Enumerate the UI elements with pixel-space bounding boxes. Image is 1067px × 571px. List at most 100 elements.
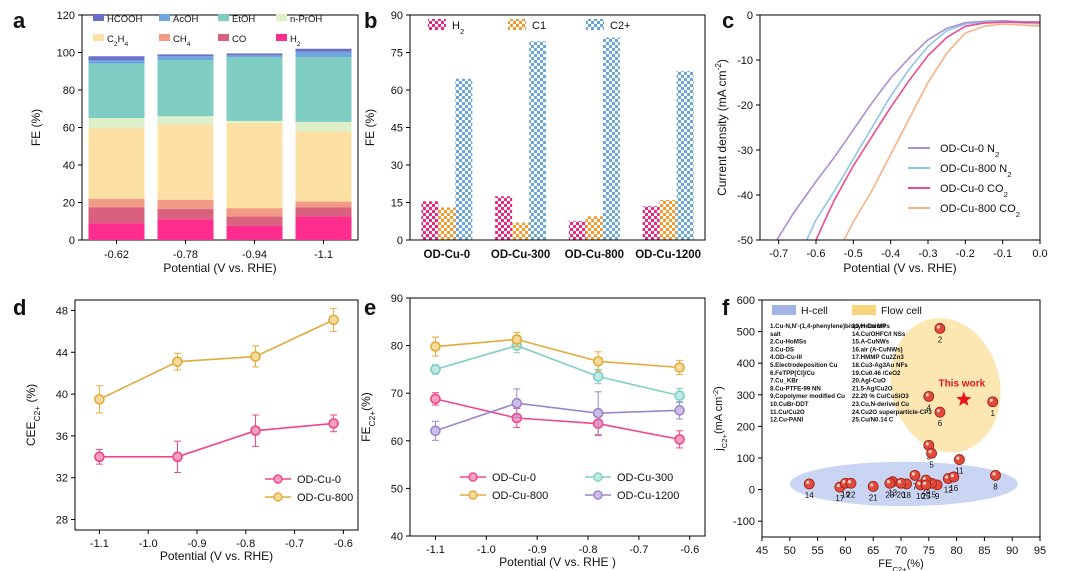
panel-f-point-highlight <box>956 456 960 460</box>
panel-e-legend-marker <box>468 472 478 482</box>
panel-a-bar-HCOOH <box>88 56 145 60</box>
panel-b-xtick-label: OD-Cu-1200 <box>635 249 701 261</box>
panel-f-point-highlight <box>917 481 921 485</box>
panel-c-legend-label: OD-Cu-0 N2 <box>940 143 999 159</box>
panel-f-reference: 17.HMMP Cu2Zn3 <box>852 354 904 361</box>
panel-f-point-highlight <box>936 325 941 329</box>
panel-f-xtick-label: 85 <box>978 545 990 557</box>
panel-f-ytick-label: 400 <box>737 358 755 370</box>
panel-c-ytick-label: 0 <box>747 10 753 22</box>
panel-f-legend-label: H-cell <box>801 305 828 317</box>
panel-e-frame <box>409 297 706 537</box>
panel-d-legend-label: OD-Cu-800 <box>297 492 353 504</box>
panel-f-reference: 16.air (A-CuNWs) <box>852 346 903 353</box>
panel-f-point-label: 15 <box>927 490 936 499</box>
panel-e-marker <box>674 362 685 373</box>
panel-f-xtick-label: 60 <box>839 545 851 557</box>
panel-f-point-label: 5 <box>929 460 934 469</box>
panel-a-ytick-label: 60 <box>63 123 75 135</box>
panel-b-bar-C2+ <box>455 78 473 240</box>
panel-d-xlabel: Potential (V vs. RHE) <box>160 549 273 563</box>
panel-a-bar-HCOOH <box>226 53 283 56</box>
panel-f-reference: 20.AgI-CuO <box>852 378 886 385</box>
panel-d-ytick-label: 48 <box>56 305 68 317</box>
panel-f-reference: 5.Electrodeposition Cu <box>770 362 838 369</box>
panel-d-marker <box>328 418 339 429</box>
panel-f-legend-swatch <box>852 305 876 315</box>
panel-c-legend-label: OD-Cu-0 CO2 <box>940 183 1008 199</box>
panel-b-ytick-label: 75 <box>391 48 403 60</box>
panel-f-point <box>926 447 937 459</box>
panel-f-legend-label: Flow cell <box>881 305 922 317</box>
panel-e-marker <box>592 356 604 367</box>
panel-d-frame <box>74 299 359 531</box>
panel-a-bar-H2 <box>157 219 214 240</box>
panel-e-legend-marker <box>468 490 478 500</box>
panel-f-point-label: 6 <box>938 419 943 428</box>
panel-e-marker <box>430 393 441 405</box>
panel-f-point-highlight <box>992 472 996 476</box>
panel-b-bar-H2 <box>495 196 513 240</box>
panel-a-legend-swatch <box>276 34 287 41</box>
panel-e-marker <box>430 425 441 437</box>
panel-f-point-label: 2 <box>938 335 943 344</box>
panel-a-bar-C2H4 <box>226 122 283 209</box>
panel-f-reference: 1.Cu-N,N'-(1,4-phenylene)bispyridinium <box>770 323 886 330</box>
panel-f-reference: 24.Cu2O superparticle-CP3 <box>852 409 932 416</box>
panel-f-reference: 9.Copolymer modified Cu <box>770 393 845 400</box>
panel-c-xtick-label: -0.6 <box>807 248 826 260</box>
panel-e-legend-label: OD-Cu-800 <box>492 490 548 502</box>
panel-f-point <box>934 406 946 418</box>
panel-a-xtick-label: -1.1 <box>314 249 333 261</box>
panel-b-xtick-label: OD-Cu-300 <box>491 249 550 261</box>
panel-e-xlabel: Potential (V vs. RHE ) <box>499 555 616 569</box>
panel-e-legend-label: OD-Cu-0 <box>492 472 536 484</box>
panel-a-bar-H2 <box>295 216 352 240</box>
panel-f-point-highlight <box>922 481 927 485</box>
panel-f-point-label: 13 <box>888 489 897 498</box>
panel-f-point-label: 10 <box>916 492 925 501</box>
panel-a-bar-EtOH <box>295 57 352 122</box>
panel-c-xtick-label: -0.7 <box>769 248 788 260</box>
panel-d-xtick-label: -0.9 <box>187 538 206 550</box>
panel-f-point-label: 19 <box>841 490 850 499</box>
panel-e-marker <box>511 334 523 345</box>
panel-b-bar-C2+ <box>529 41 547 240</box>
panel-a-bar-CO <box>88 207 145 224</box>
panel-d-ytick-label: 28 <box>56 515 68 527</box>
panel-f-reference: 15.A-CuNWs <box>852 339 890 346</box>
panel-e-marker <box>674 434 685 445</box>
panel-e-legend-label: OD-Cu-1200 <box>617 490 679 502</box>
panel-f-point <box>803 478 815 490</box>
panel-a-bar-C2H4 <box>157 124 214 200</box>
panel-d-marker <box>250 425 261 436</box>
panel-a-legend-label: n-PrOH <box>290 14 322 25</box>
panel-f-point-highlight <box>842 480 846 484</box>
panel-a-bar-CH4 <box>295 201 352 208</box>
panel-f-point-label: 4 <box>927 403 932 412</box>
panel-d-line <box>99 319 334 401</box>
panel-letter-a: a <box>13 8 26 33</box>
panel-c-ytick-label: -10 <box>737 55 753 67</box>
panel-c-ytick-label: -20 <box>737 100 753 112</box>
panel-letter-d: d <box>13 295 26 320</box>
panel-c-ytick-label: -40 <box>737 190 753 202</box>
panel-f-point <box>845 477 857 489</box>
panel-a-bar-CO <box>226 216 283 226</box>
panel-c-ytick-label: -30 <box>737 145 753 157</box>
panel-c-xtick-label: -0.1 <box>993 248 1012 260</box>
panel-b-xtick-label: OD-Cu-800 <box>565 249 624 261</box>
panel-b-bar-H2 <box>642 206 660 240</box>
panel-e-ytick-label: 40 <box>391 531 403 543</box>
panel-d-xtick-label: -1.1 <box>90 538 109 550</box>
panel-d-marker <box>328 314 339 326</box>
panel-a-bar-H2 <box>226 225 283 240</box>
panel-d-ytick-label: 44 <box>56 347 68 359</box>
panel-b-xtick-label: OD-Cu-0 <box>424 249 471 261</box>
panel-letter-e: e <box>364 295 376 320</box>
panel-c-ylabel: Current density (mA cm-2) <box>713 59 729 196</box>
panel-a-legend-label: H2 <box>290 34 301 48</box>
panel-e-legend-marker <box>593 490 603 500</box>
panel-b-legend-label: C1 <box>532 20 546 32</box>
panel-a-legend-label: CH4 <box>173 34 191 48</box>
